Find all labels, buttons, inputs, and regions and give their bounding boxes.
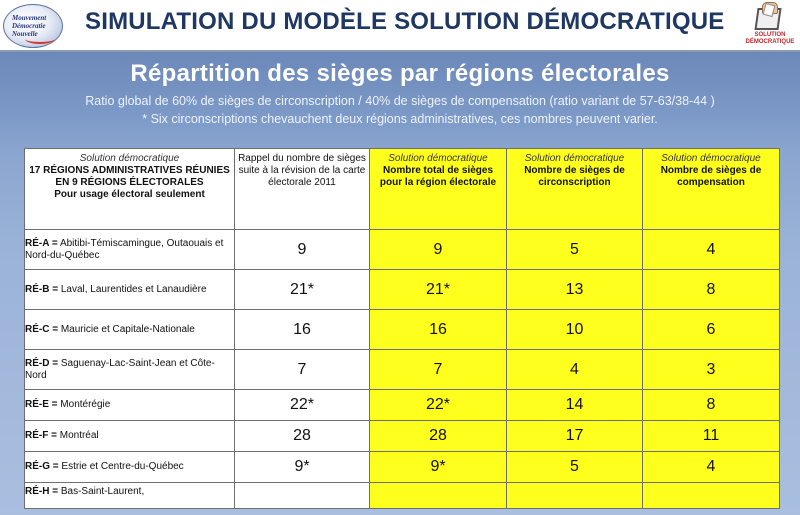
total-cell (369, 482, 507, 509)
region-cell: RÉ-E = Montérégie (24, 389, 235, 421)
table-row: RÉ-C = Mauricie et Capitale-Nationale 16… (24, 309, 780, 350)
total-cell: 9* (369, 451, 507, 483)
circonscription-cell: 10 (506, 309, 643, 350)
compensation-cell: 8 (642, 269, 780, 310)
region-cell: RÉ-H = Bas-Saint-Laurent, (24, 482, 235, 509)
rappel-cell: 21* (234, 269, 370, 310)
table-row: RÉ-E = Montérégie 22* 22* 14 8 (24, 389, 780, 421)
table-row: RÉ-A = Abitibi-Témiscamingue, Outaouais … (24, 229, 780, 270)
circonscription-cell: 13 (506, 269, 643, 310)
total-cell: 21* (369, 269, 507, 310)
compensation-cell: 8 (642, 389, 780, 421)
table-row: RÉ-F = Montréal 28 28 17 11 (24, 420, 780, 452)
rappel-cell: 28 (234, 420, 370, 452)
footnote: * Six circonscriptions chevauchent deux … (142, 112, 658, 126)
region-cell: RÉ-G = Estrie et Centre-du-Québec (24, 451, 235, 483)
circonscription-cell: 17 (506, 420, 643, 452)
table-row: RÉ-G = Estrie et Centre-du-Québec 9* 9* … (24, 451, 780, 483)
ratio-note: Ratio global de 60% de sièges de circons… (85, 94, 715, 108)
slide-header: Mouvement Démocratie Nouvelle SIMULATION… (0, 0, 800, 52)
table-row: RÉ-D = Saguenay-Lac-Saint-Jean et Côte-N… (24, 349, 780, 390)
rappel-cell: 9* (234, 451, 370, 483)
compensation-cell: 11 (642, 420, 780, 452)
rappel-cell: 9 (234, 229, 370, 270)
total-cell: 22* (369, 389, 507, 421)
total-cell: 9 (369, 229, 507, 270)
region-cell: RÉ-C = Mauricie et Capitale-Nationale (24, 309, 235, 350)
compensation-cell: 4 (642, 229, 780, 270)
region-cell: RÉ-B = Laval, Laurentides et Lanaudière (24, 269, 235, 310)
circonscription-cell: 14 (506, 389, 643, 421)
compensation-cell: 3 (642, 349, 780, 390)
total-cell: 16 (369, 309, 507, 350)
rappel-cell (234, 482, 370, 509)
compensation-cell: 6 (642, 309, 780, 350)
circonscription-cell: 4 (506, 349, 643, 390)
circonscription-cell (506, 482, 643, 509)
total-cell: 28 (369, 420, 507, 452)
header-regions: Solution démocratique 17 RÉGIONS ADMINIS… (24, 148, 235, 230)
compensation-cell (642, 482, 780, 509)
page-title: SIMULATION DU MODÈLE SOLUTION DÉMOCRATIQ… (85, 8, 725, 35)
region-cell: RÉ-F = Montréal (24, 420, 235, 452)
circonscription-cell: 5 (506, 229, 643, 270)
header-circonscription: Solution démocratique Nombre de sièges d… (506, 148, 643, 230)
solution-democratique-logo: SOLUTION DÉMOCRATIQUE (742, 2, 798, 48)
compensation-cell: 4 (642, 451, 780, 483)
rappel-cell: 7 (234, 349, 370, 390)
header-total: Solution démocratique Nombre total de si… (369, 148, 507, 230)
mouvement-democratie-nouvelle-logo: Mouvement Démocratie Nouvelle (3, 4, 63, 48)
total-cell: 7 (369, 349, 507, 390)
rappel-cell: 16 (234, 309, 370, 350)
circonscription-cell: 5 (506, 451, 643, 483)
table-row: RÉ-B = Laval, Laurentides et Lanaudière … (24, 269, 780, 310)
header-compensation: Solution démocratique Nombre de sièges d… (642, 148, 780, 230)
rappel-cell: 22* (234, 389, 370, 421)
region-cell: RÉ-D = Saguenay-Lac-Saint-Jean et Côte-N… (24, 349, 235, 390)
slide-subtitle: Répartition des sièges par régions élect… (130, 60, 670, 87)
header-rappel: Rappel du nombre de sièges suite à la ré… (234, 148, 370, 230)
table-header-row: Solution démocratique 17 RÉGIONS ADMINIS… (24, 148, 780, 230)
region-cell: RÉ-A = Abitibi-Témiscamingue, Outaouais … (24, 229, 235, 270)
table-row: RÉ-H = Bas-Saint-Laurent, (24, 482, 780, 509)
seats-table: Solution démocratique 17 RÉGIONS ADMINIS… (24, 148, 780, 509)
